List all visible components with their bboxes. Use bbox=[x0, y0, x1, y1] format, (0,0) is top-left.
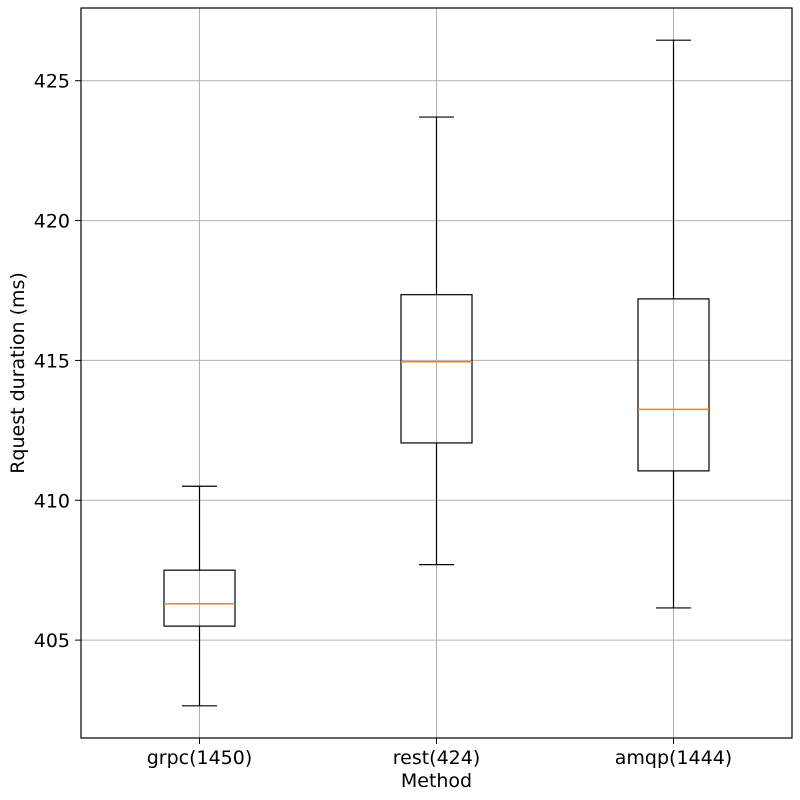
y-tick-label: 415 bbox=[34, 350, 70, 372]
box-2 bbox=[400, 116, 473, 566]
y-tick-label: 420 bbox=[34, 211, 70, 233]
box-iqr bbox=[163, 569, 236, 627]
y-tick-label: 410 bbox=[34, 490, 70, 512]
y-tick-label: 405 bbox=[34, 630, 70, 652]
boxes bbox=[163, 39, 710, 707]
box-iqr bbox=[400, 294, 473, 444]
x-tick-label: amqp(1444) bbox=[615, 747, 732, 769]
x-axis-title: Method bbox=[401, 770, 472, 792]
x-tick-label: rest(424) bbox=[393, 747, 481, 769]
y-tick-label: 425 bbox=[34, 71, 70, 93]
axis-ticks: 405 410 415 420 425 grpc(1450) rest(424) amqp(1… bbox=[34, 71, 732, 769]
box-1 bbox=[163, 485, 236, 707]
box-3 bbox=[637, 39, 710, 609]
x-tick-label: grpc(1450) bbox=[147, 747, 253, 769]
box-iqr bbox=[637, 298, 710, 472]
y-axis-title: Rquest duration (ms) bbox=[7, 272, 29, 474]
